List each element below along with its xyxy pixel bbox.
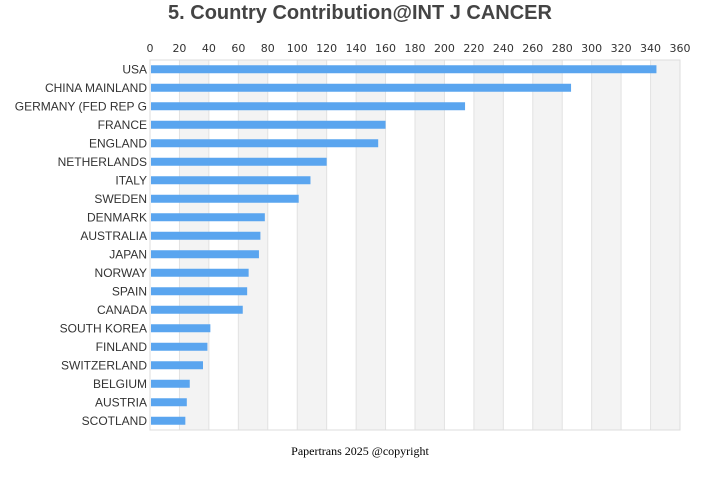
category-label: AUSTRIA xyxy=(95,395,147,409)
grid-band xyxy=(650,60,680,430)
category-labels: USA CHINA MAINLAND GERMANY (FED REP G FRANC… xyxy=(15,62,148,428)
grid-band xyxy=(297,60,327,430)
x-tick-label: 320 xyxy=(611,42,632,55)
x-tick-label: 280 xyxy=(552,42,573,55)
bar xyxy=(151,83,572,92)
x-tick-label: 0 xyxy=(147,42,154,55)
category-label: NETHERLANDS xyxy=(58,155,147,169)
x-tick-label: 20 xyxy=(172,42,186,55)
grid-band xyxy=(591,60,622,430)
grid-bands xyxy=(179,60,680,430)
category-label: JAPAN xyxy=(109,247,147,261)
bar xyxy=(151,120,386,129)
category-label: CHINA MAINLAND xyxy=(45,81,147,95)
category-label: AUSTRALIA xyxy=(80,229,147,243)
grid-band xyxy=(415,60,445,430)
bar xyxy=(151,342,208,351)
bar xyxy=(151,398,187,407)
category-label: FRANCE xyxy=(98,118,147,132)
x-tick-label: 60 xyxy=(231,42,245,55)
x-tick-label: 300 xyxy=(581,42,602,55)
bar xyxy=(151,416,186,425)
footer-copyright: Papertrans 2025 @copyright xyxy=(291,444,429,458)
grid-band xyxy=(473,60,504,430)
bar xyxy=(151,305,243,314)
x-tick-label: 40 xyxy=(202,42,216,55)
x-tick-label: 260 xyxy=(522,42,543,55)
x-tick-label: 140 xyxy=(346,42,367,55)
x-tick-label: 240 xyxy=(493,42,514,55)
category-label: DENMARK xyxy=(87,210,147,224)
x-tick-label: 160 xyxy=(375,42,396,55)
bar xyxy=(151,139,379,148)
grid-band xyxy=(356,60,386,430)
category-label: SPAIN xyxy=(112,284,147,298)
bar xyxy=(151,231,261,240)
bar xyxy=(151,379,190,388)
bar xyxy=(151,194,299,203)
bar xyxy=(151,361,203,370)
bars xyxy=(151,65,657,425)
chart-title: 5. Country Contribution@INT J CANCER xyxy=(168,2,552,24)
category-label: SCOTLAND xyxy=(82,414,148,428)
bar xyxy=(151,213,265,222)
category-label: CANADA xyxy=(97,303,147,317)
category-label: NORWAY xyxy=(95,266,147,280)
category-label: SOUTH KOREA xyxy=(60,321,147,335)
category-label: USA xyxy=(122,62,147,76)
bar xyxy=(151,250,259,259)
category-label: BELGIUM xyxy=(93,377,147,391)
category-label: SWEDEN xyxy=(94,192,147,206)
bar xyxy=(151,102,466,111)
x-tick-label: 220 xyxy=(463,42,484,55)
category-label: ENGLAND xyxy=(89,136,147,150)
bar xyxy=(151,157,327,166)
x-tick-label: 180 xyxy=(405,42,426,55)
x-tick-label: 80 xyxy=(261,42,275,55)
x-tick-label: 100 xyxy=(287,42,308,55)
bar xyxy=(151,268,249,277)
bar xyxy=(151,324,211,333)
x-tick-label: 120 xyxy=(316,42,337,55)
bar xyxy=(151,65,657,74)
grid-band xyxy=(238,60,268,430)
x-tick-label: 340 xyxy=(640,42,661,55)
grid-band xyxy=(532,60,563,430)
plot-border xyxy=(149,59,681,431)
grid-lines xyxy=(149,59,681,431)
x-axis-ticks: 0 20 40 60 80 100 120 140 160 180 200 220 240 260 280 3… xyxy=(147,42,691,55)
category-label: ITALY xyxy=(115,173,147,187)
bar xyxy=(151,176,311,185)
category-label: SWITZERLAND xyxy=(61,358,147,372)
bar xyxy=(151,287,248,296)
x-tick-label: 360 xyxy=(670,42,691,55)
x-tick-label: 200 xyxy=(434,42,455,55)
category-label: FINLAND xyxy=(96,340,148,354)
grid-band xyxy=(179,60,209,430)
category-label: GERMANY (FED REP G xyxy=(15,99,147,113)
